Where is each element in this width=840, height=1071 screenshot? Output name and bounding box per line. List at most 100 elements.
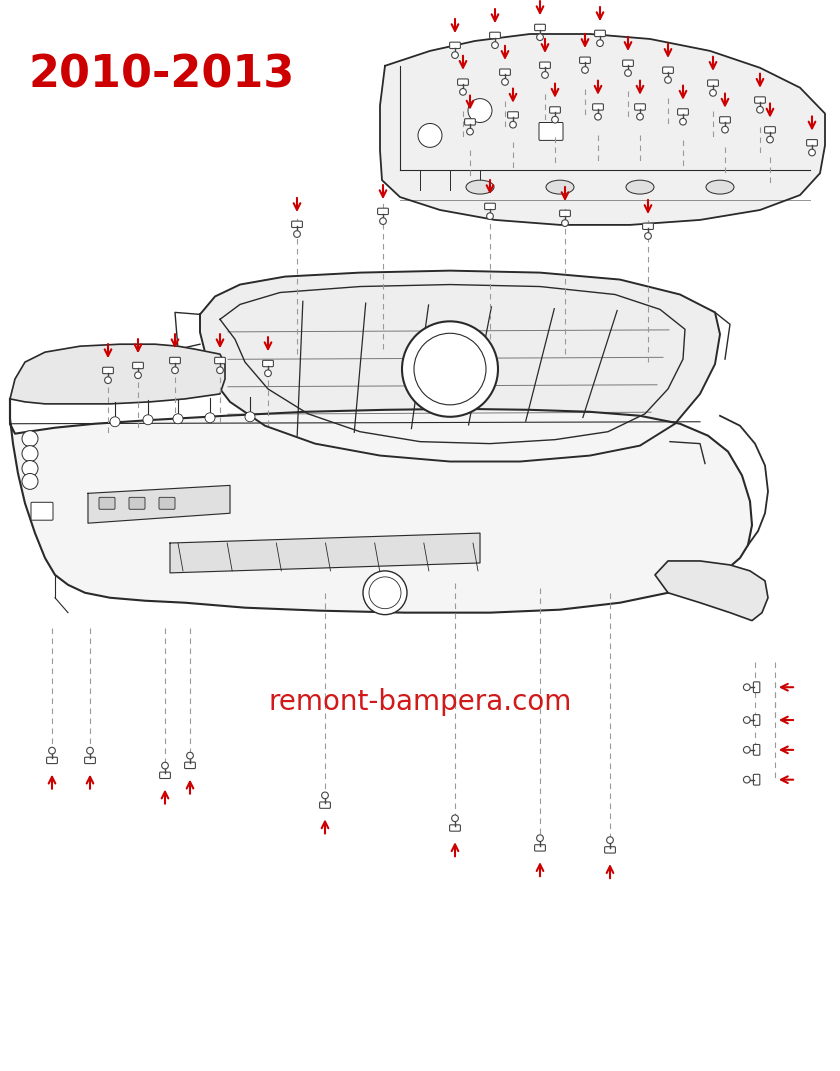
FancyBboxPatch shape	[754, 96, 765, 103]
Circle shape	[743, 684, 750, 691]
Circle shape	[134, 372, 141, 378]
Circle shape	[625, 70, 632, 76]
FancyBboxPatch shape	[707, 80, 718, 87]
Text: remont-bampera.com: remont-bampera.com	[268, 689, 572, 716]
FancyBboxPatch shape	[214, 358, 225, 364]
FancyBboxPatch shape	[170, 358, 181, 364]
FancyBboxPatch shape	[133, 362, 144, 368]
FancyBboxPatch shape	[753, 774, 760, 785]
FancyBboxPatch shape	[507, 111, 518, 118]
Circle shape	[369, 577, 401, 608]
Circle shape	[322, 793, 328, 799]
Circle shape	[22, 461, 38, 477]
Circle shape	[501, 78, 508, 86]
Circle shape	[743, 746, 750, 753]
FancyBboxPatch shape	[263, 360, 273, 366]
FancyBboxPatch shape	[85, 757, 96, 764]
Circle shape	[710, 90, 717, 96]
Circle shape	[581, 66, 588, 73]
FancyBboxPatch shape	[605, 847, 616, 854]
Circle shape	[294, 230, 301, 238]
Ellipse shape	[466, 180, 494, 194]
Circle shape	[161, 763, 168, 769]
Circle shape	[418, 123, 442, 148]
Circle shape	[459, 89, 466, 95]
FancyBboxPatch shape	[46, 757, 57, 764]
Circle shape	[606, 836, 613, 844]
Circle shape	[173, 413, 183, 424]
FancyBboxPatch shape	[500, 69, 511, 75]
Circle shape	[644, 232, 651, 240]
Circle shape	[265, 369, 271, 377]
Circle shape	[664, 77, 671, 84]
FancyBboxPatch shape	[559, 210, 570, 216]
Circle shape	[743, 776, 750, 783]
FancyBboxPatch shape	[159, 497, 175, 509]
Polygon shape	[10, 344, 225, 404]
Circle shape	[205, 412, 215, 423]
FancyBboxPatch shape	[458, 79, 469, 86]
FancyBboxPatch shape	[595, 30, 606, 36]
FancyBboxPatch shape	[449, 825, 460, 831]
FancyBboxPatch shape	[185, 763, 196, 769]
Circle shape	[596, 40, 603, 46]
FancyBboxPatch shape	[663, 67, 674, 74]
FancyBboxPatch shape	[539, 62, 550, 69]
FancyBboxPatch shape	[465, 119, 475, 125]
Circle shape	[537, 34, 543, 41]
FancyBboxPatch shape	[102, 367, 113, 374]
Circle shape	[380, 217, 386, 225]
Circle shape	[186, 752, 193, 759]
FancyBboxPatch shape	[319, 802, 330, 809]
FancyBboxPatch shape	[129, 497, 145, 509]
Circle shape	[49, 748, 55, 754]
Ellipse shape	[546, 180, 574, 194]
Circle shape	[680, 119, 686, 125]
Circle shape	[637, 114, 643, 120]
Circle shape	[757, 106, 764, 114]
Text: 2010-2013: 2010-2013	[28, 54, 294, 96]
Circle shape	[363, 571, 407, 615]
Circle shape	[767, 136, 774, 142]
FancyBboxPatch shape	[753, 714, 760, 725]
Circle shape	[87, 748, 93, 754]
Polygon shape	[10, 398, 752, 613]
FancyBboxPatch shape	[378, 208, 388, 214]
Circle shape	[452, 51, 459, 59]
Circle shape	[722, 126, 728, 133]
Circle shape	[491, 42, 498, 48]
Circle shape	[452, 815, 459, 821]
FancyBboxPatch shape	[634, 104, 645, 110]
FancyBboxPatch shape	[485, 203, 496, 210]
Circle shape	[217, 367, 223, 374]
Circle shape	[510, 121, 517, 129]
Circle shape	[809, 149, 816, 156]
Circle shape	[245, 412, 255, 422]
FancyBboxPatch shape	[753, 744, 760, 755]
FancyBboxPatch shape	[490, 32, 501, 39]
Polygon shape	[380, 34, 825, 225]
Circle shape	[22, 446, 38, 462]
FancyBboxPatch shape	[622, 60, 633, 66]
Circle shape	[467, 129, 474, 135]
Polygon shape	[655, 561, 768, 620]
FancyBboxPatch shape	[753, 682, 760, 693]
Circle shape	[22, 473, 38, 489]
Polygon shape	[170, 533, 480, 573]
FancyBboxPatch shape	[678, 109, 689, 115]
Circle shape	[110, 417, 120, 426]
Circle shape	[414, 333, 486, 405]
Circle shape	[595, 114, 601, 120]
FancyBboxPatch shape	[592, 104, 603, 110]
FancyBboxPatch shape	[549, 107, 560, 114]
Circle shape	[542, 72, 549, 78]
Polygon shape	[200, 271, 720, 462]
Circle shape	[552, 117, 559, 123]
FancyBboxPatch shape	[580, 57, 591, 63]
FancyBboxPatch shape	[291, 221, 302, 227]
Circle shape	[486, 213, 493, 220]
FancyBboxPatch shape	[539, 122, 563, 140]
Circle shape	[537, 834, 543, 842]
FancyBboxPatch shape	[31, 502, 53, 521]
Ellipse shape	[706, 180, 734, 194]
